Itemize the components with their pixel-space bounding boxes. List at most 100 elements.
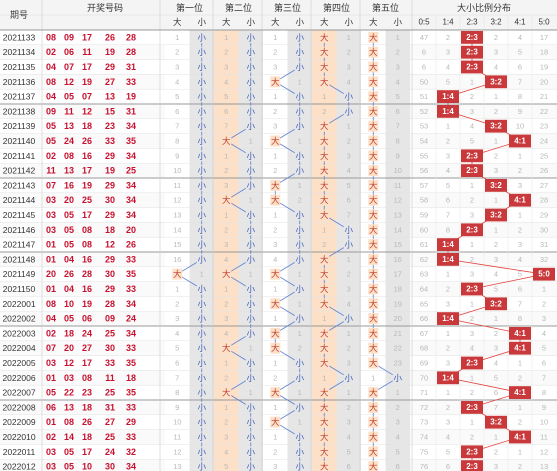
ratio-miss-count: 1 <box>446 270 450 279</box>
ratio-hit-label: 3:2 <box>490 211 502 220</box>
zone-cell <box>165 207 190 223</box>
draw-number: 34 <box>126 328 136 338</box>
miss-count: 12 <box>394 196 402 205</box>
draw-number: 06 <box>46 402 56 412</box>
zone-cell <box>263 30 288 45</box>
draw-number: 19 <box>82 77 92 87</box>
small-mark: 小 <box>197 388 206 398</box>
ratio-miss-count: 67 <box>420 329 428 338</box>
zone-cell <box>165 237 190 252</box>
zone-cell <box>385 340 410 356</box>
ratio-miss-count: 73 <box>420 418 428 427</box>
mark-bg <box>245 46 256 58</box>
ratio-miss-count: 9 <box>518 107 522 116</box>
small-mark: 小 <box>246 462 255 471</box>
miss-count: 3 <box>224 433 228 442</box>
zone-cell <box>263 237 288 252</box>
big-header: 大 <box>320 17 329 27</box>
zone-cell <box>336 340 361 356</box>
issue-number: 2022001 <box>2 299 35 309</box>
ratio-hit-label: 4:1 <box>514 344 526 353</box>
zone-cell <box>385 252 410 267</box>
mark-bg <box>245 461 256 471</box>
small-mark: 小 <box>246 240 255 250</box>
miss-count: 12 <box>173 447 181 456</box>
ratio-miss-count: 3 <box>446 359 450 368</box>
ratio-miss-count: 1 <box>494 225 498 234</box>
big-mark: 大 <box>369 284 378 294</box>
mark-bg <box>294 401 305 413</box>
draw-number: 11 <box>46 166 56 176</box>
ratio-hit-cell <box>461 31 483 44</box>
mark-bg <box>294 357 305 369</box>
mark-bg <box>172 268 183 280</box>
small-mark: 小 <box>197 314 206 324</box>
mark-bg <box>368 209 379 221</box>
zone-cell <box>165 414 190 430</box>
draw-number: 02 <box>46 328 56 338</box>
ratio-miss-count: 4 <box>446 433 450 442</box>
miss-count: 3 <box>396 418 400 427</box>
small-header: 小 <box>344 17 353 27</box>
miss-count: 5 <box>224 462 228 471</box>
draw-number: 29 <box>126 417 136 427</box>
draw-number: 02 <box>46 432 56 442</box>
big-mark: 大 <box>320 432 329 442</box>
miss-count: 9 <box>175 403 179 412</box>
big-mark: 大 <box>369 136 378 146</box>
miss-count: 1 <box>273 403 277 412</box>
small-mark: 小 <box>197 92 206 102</box>
zone-cell <box>165 459 190 471</box>
mark-bg <box>196 150 207 162</box>
draw-number: 04 <box>46 92 56 102</box>
issue-number: 2021149 <box>3 269 36 279</box>
miss-count: 6 <box>347 196 351 205</box>
ratio-miss-count: 4 <box>494 63 498 72</box>
ratio-hit-label: 2:3 <box>466 462 478 471</box>
ratio-hit-label: 2:3 <box>466 33 478 42</box>
zone-cell <box>287 266 312 282</box>
ratio-col-header: 3:2 <box>490 18 502 27</box>
draw-number: 08 <box>46 299 56 309</box>
ratio-hit-label: 1:4 <box>442 240 454 249</box>
draw-number: 08 <box>46 32 56 42</box>
zone-cell <box>263 429 288 445</box>
ratio-hit-label: 3:2 <box>490 181 502 190</box>
mark-bg <box>196 194 207 206</box>
big-mark: 大 <box>222 343 231 353</box>
small-mark: 小 <box>246 254 255 264</box>
ratio-miss-count: 4 <box>494 359 498 368</box>
draw-number: 30 <box>105 343 115 353</box>
mark-bg <box>270 268 281 280</box>
small-header: 小 <box>393 17 402 27</box>
draw-number: 02 <box>46 151 56 161</box>
zone-cell <box>214 400 239 415</box>
mark-bg <box>270 416 281 428</box>
miss-count: 6 <box>347 462 351 471</box>
draw-number: 24 <box>64 136 74 146</box>
zone-cell <box>287 178 312 193</box>
draw-number: 19 <box>82 180 92 190</box>
mark-bg <box>319 135 330 147</box>
miss-count: 1 <box>224 33 228 42</box>
zone-cell <box>214 459 239 471</box>
small-mark: 小 <box>344 314 353 324</box>
big-mark: 大 <box>320 328 329 338</box>
big-mark: 大 <box>222 269 231 279</box>
ratio-miss-count: 50 <box>420 77 428 86</box>
zone-cell <box>336 281 361 297</box>
mark-bg <box>196 461 207 471</box>
miss-count: 22 <box>394 344 402 353</box>
miss-count: 2 <box>347 403 351 412</box>
ratio-miss-count: 2 <box>470 92 474 101</box>
zone-cell <box>385 414 410 430</box>
mark-bg <box>368 76 379 88</box>
ratio-miss-count: 2 <box>446 33 450 42</box>
miss-count: 3 <box>224 314 228 323</box>
small-mark: 小 <box>295 92 304 102</box>
draw-number: 20 <box>64 343 74 353</box>
draw-number: 04 <box>46 314 56 324</box>
ratio-miss-count: 74 <box>420 433 428 442</box>
miss-count: 4 <box>224 447 228 456</box>
mark-bg <box>245 179 256 191</box>
